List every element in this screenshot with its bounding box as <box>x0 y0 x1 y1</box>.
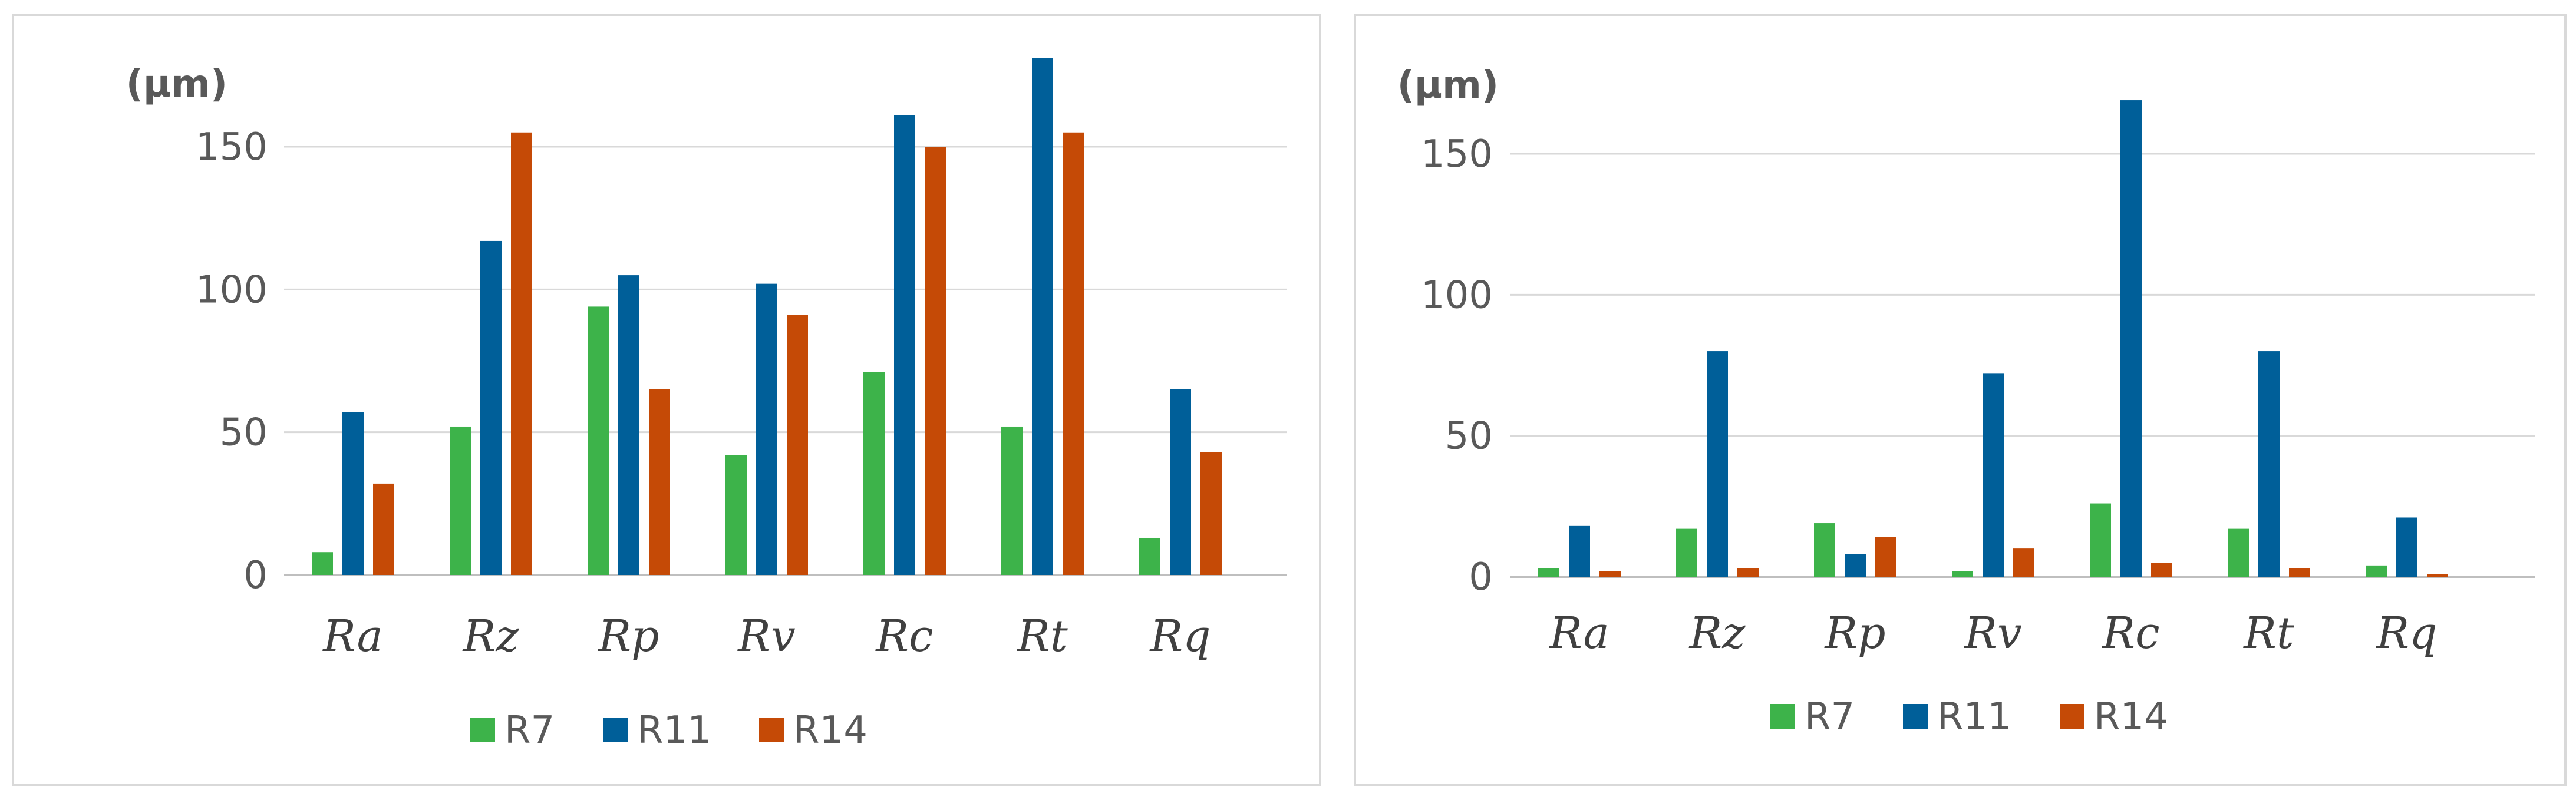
bar-r7-rv <box>725 455 747 575</box>
legend-label-r11: R11 <box>637 709 711 752</box>
y-tick-label: 100 <box>196 268 268 312</box>
bar-r7-rz <box>1676 528 1697 577</box>
x-tick-label: Rc <box>2101 608 2159 659</box>
legend-swatch-r14 <box>2060 704 2084 729</box>
bar-r7-rt <box>2228 528 2249 577</box>
bar-r11-rz <box>1707 351 1728 577</box>
legend-label-r14: R14 <box>793 709 868 752</box>
legend-swatch-r7 <box>1770 704 1795 729</box>
bar-r11-rq <box>1170 389 1191 575</box>
bar-r11-rp <box>1845 554 1866 577</box>
bar-r11-rv <box>756 283 777 575</box>
bar-r7-rv <box>1952 571 1973 577</box>
bar-r7-ra <box>312 552 333 575</box>
bar-r7-rq <box>1139 537 1160 575</box>
bar-r14-rc <box>925 147 946 575</box>
bar-r14-rz <box>511 132 532 575</box>
bar-r7-rp <box>588 306 609 575</box>
bar-r14-rq <box>1200 452 1222 575</box>
y-tick-label: 0 <box>243 554 268 597</box>
bar-r11-rq <box>2396 517 2417 577</box>
bar-r14-ra <box>373 483 394 575</box>
bar-r14-rq <box>2427 574 2448 577</box>
legend-label-r11: R11 <box>1937 695 2011 739</box>
legend-swatch-r11 <box>603 718 628 742</box>
bar-r14-rz <box>1737 568 1759 577</box>
y-tick-label: 0 <box>1469 556 1493 599</box>
bar-r7-rt <box>1001 426 1023 575</box>
y-tick-label: 100 <box>1421 273 1493 317</box>
bar-r14-rv <box>2013 548 2034 577</box>
x-tick-label: Rz <box>1688 608 1746 659</box>
x-tick-label: Rp <box>1823 608 1885 659</box>
bar-r11-ra <box>342 412 364 575</box>
bar-r11-rt <box>1032 58 1053 575</box>
chart-panel-right: 0 50 100 150 (µm) Ra Rz Rp Rv Rc Rt Rq R7 R11 R14 <box>1354 14 2567 786</box>
bar-r11-rv <box>1983 373 2004 577</box>
x-tick-label: Rq <box>1149 611 1211 662</box>
bar-r14-rt <box>2289 568 2310 577</box>
bar-r14-rp <box>649 389 670 575</box>
bar-r7-rz <box>450 426 471 575</box>
x-tick-label: Rt <box>2242 608 2294 659</box>
y-tick-label: 150 <box>1421 133 1493 176</box>
y-unit-label: (µm) <box>1397 64 1499 107</box>
bar-r14-rv <box>787 315 808 575</box>
x-tick-label: Ra <box>322 611 383 662</box>
x-tick-label: Rt <box>1016 611 1068 662</box>
x-tick-label: Rv <box>737 611 796 662</box>
bar-r11-rc <box>894 115 915 576</box>
chart-right: 0 50 100 150 (µm) Ra Rz Rp Rv Rc Rt Rq R7 R11 R14 <box>1397 64 2535 739</box>
bar-r14-rp <box>1875 537 1896 577</box>
bar-r7-rq <box>2366 565 2387 577</box>
y-tick-label: 50 <box>1445 415 1493 458</box>
bar-r11-rc <box>2120 100 2142 577</box>
bar-r7-ra <box>1538 568 1559 577</box>
x-tick-label: Rz <box>462 611 520 662</box>
y-tick-label: 150 <box>196 125 268 169</box>
chart-panel-left: 0 50 100 150 (µm) Ra Rz Rp Rv Rc Rt Rq R7 R11 R14 <box>12 14 1321 786</box>
legend-swatch-r11 <box>1903 704 1928 729</box>
bar-r11-rt <box>2258 351 2280 577</box>
bar-r14-rc <box>2151 563 2172 577</box>
bar-r11-rz <box>480 240 502 575</box>
legend-label-r7: R7 <box>504 709 555 752</box>
x-tick-label: Rc <box>875 611 933 662</box>
bar-r14-rt <box>1063 132 1084 575</box>
legend-swatch-r14 <box>759 718 784 742</box>
bar-r11-rp <box>618 275 639 575</box>
bar-r11-ra <box>1569 525 1590 577</box>
legend-label-r7: R7 <box>1805 695 1855 739</box>
y-tick-label: 50 <box>220 411 268 455</box>
y-unit-label: (µm) <box>126 62 227 106</box>
bar-r7-rc <box>863 372 885 575</box>
x-tick-label: Ra <box>1548 608 1609 659</box>
x-tick-label: Rp <box>597 611 659 662</box>
bar-r7-rc <box>2090 503 2111 577</box>
chart-left: 0 50 100 150 (µm) Ra Rz Rp Rv Rc Rt Rq R7 R11 R14 <box>126 58 1287 752</box>
x-tick-label: Rq <box>2375 608 2437 659</box>
bar-r14-ra <box>1599 571 1621 577</box>
bar-r7-rp <box>1814 523 1835 577</box>
x-tick-label: Rv <box>1963 608 2022 659</box>
legend-swatch-r7 <box>470 718 495 742</box>
legend-label-r14: R14 <box>2094 695 2168 739</box>
